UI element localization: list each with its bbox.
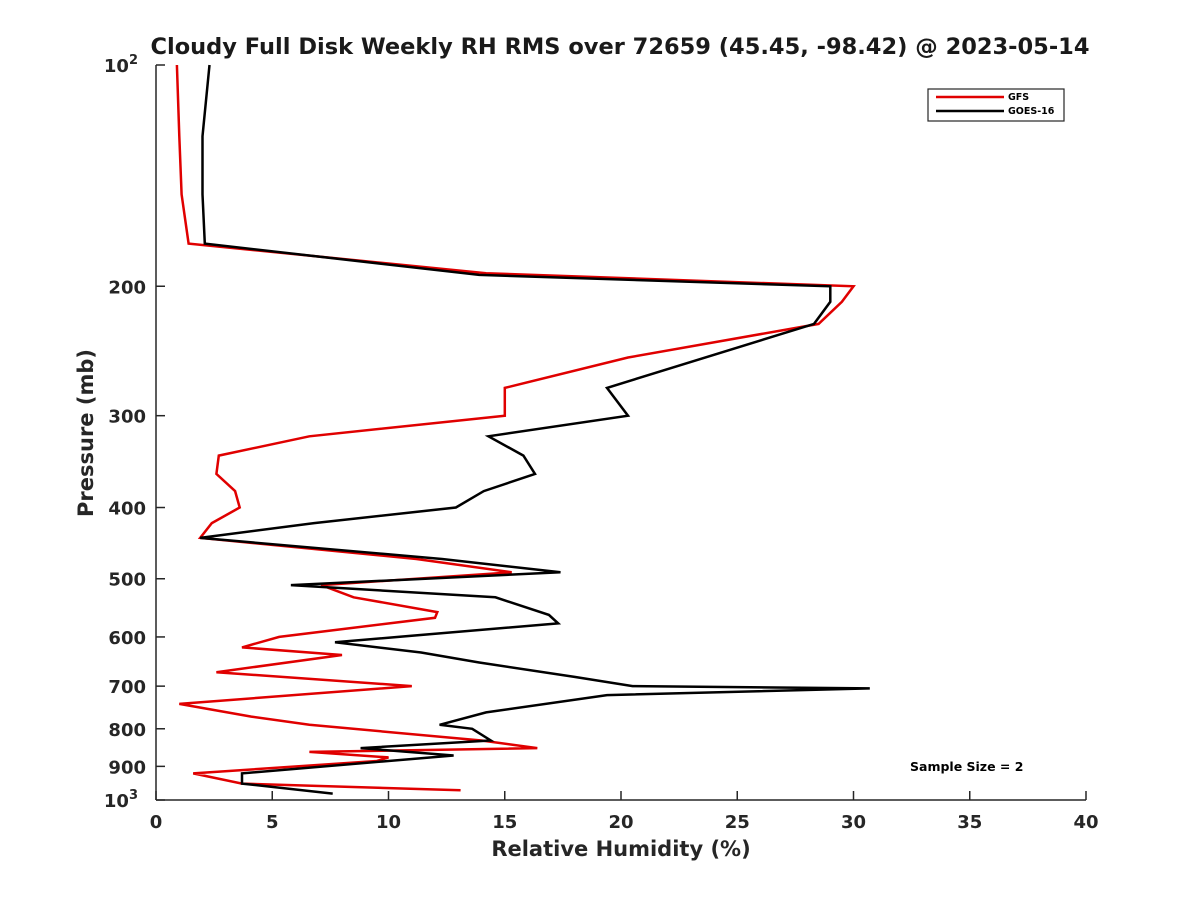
x-tick-label: 40 [1073, 812, 1098, 833]
y-tick-label: 400 [108, 499, 146, 520]
y-tick-label: 800 [108, 720, 146, 741]
y-tick-label: 900 [108, 757, 146, 778]
x-tick-label: 30 [841, 812, 866, 833]
y-tick-label: 200 [108, 277, 146, 298]
x-tick-label: 20 [608, 812, 633, 833]
x-tick-label: 35 [957, 812, 982, 833]
legend-label-gfs: GFS [1008, 92, 1029, 103]
y-tick-label: 700 [108, 677, 146, 698]
legend-box [927, 88, 1065, 122]
x-axis-label: Relative Humidity (%) [491, 837, 750, 861]
y-tick-label: 300 [108, 407, 146, 428]
y-tick-label: 102 [104, 53, 138, 77]
y-tick-label: 600 [108, 628, 146, 649]
y-axis-ticks: 102 200 300 400 500 600 700 800 900 103 [104, 53, 165, 812]
series-line-goes-16 [200, 64, 870, 795]
y-tick-label: 500 [108, 570, 146, 591]
x-tick-label: 25 [725, 812, 750, 833]
y-axis-label: Pressure (mb) [74, 349, 98, 517]
x-tick-label: 10 [376, 812, 401, 833]
x-axis-ticks: 0 5 10 15 20 25 30 35 40 [150, 791, 1099, 833]
sample-size-annotation: Sample Size = 2 [910, 759, 1023, 774]
legend-label-goes16: GOES-16 [1008, 106, 1055, 117]
y-tick-label: 103 [104, 788, 138, 812]
x-tick-label: 15 [492, 812, 517, 833]
series-layer [175, 64, 870, 795]
x-tick-label: 5 [266, 812, 279, 833]
chart-title: Cloudy Full Disk Weekly RH RMS over 7265… [150, 34, 1089, 60]
x-tick-label: 0 [150, 812, 163, 833]
legend: GFS GOES-16 [927, 88, 1065, 122]
